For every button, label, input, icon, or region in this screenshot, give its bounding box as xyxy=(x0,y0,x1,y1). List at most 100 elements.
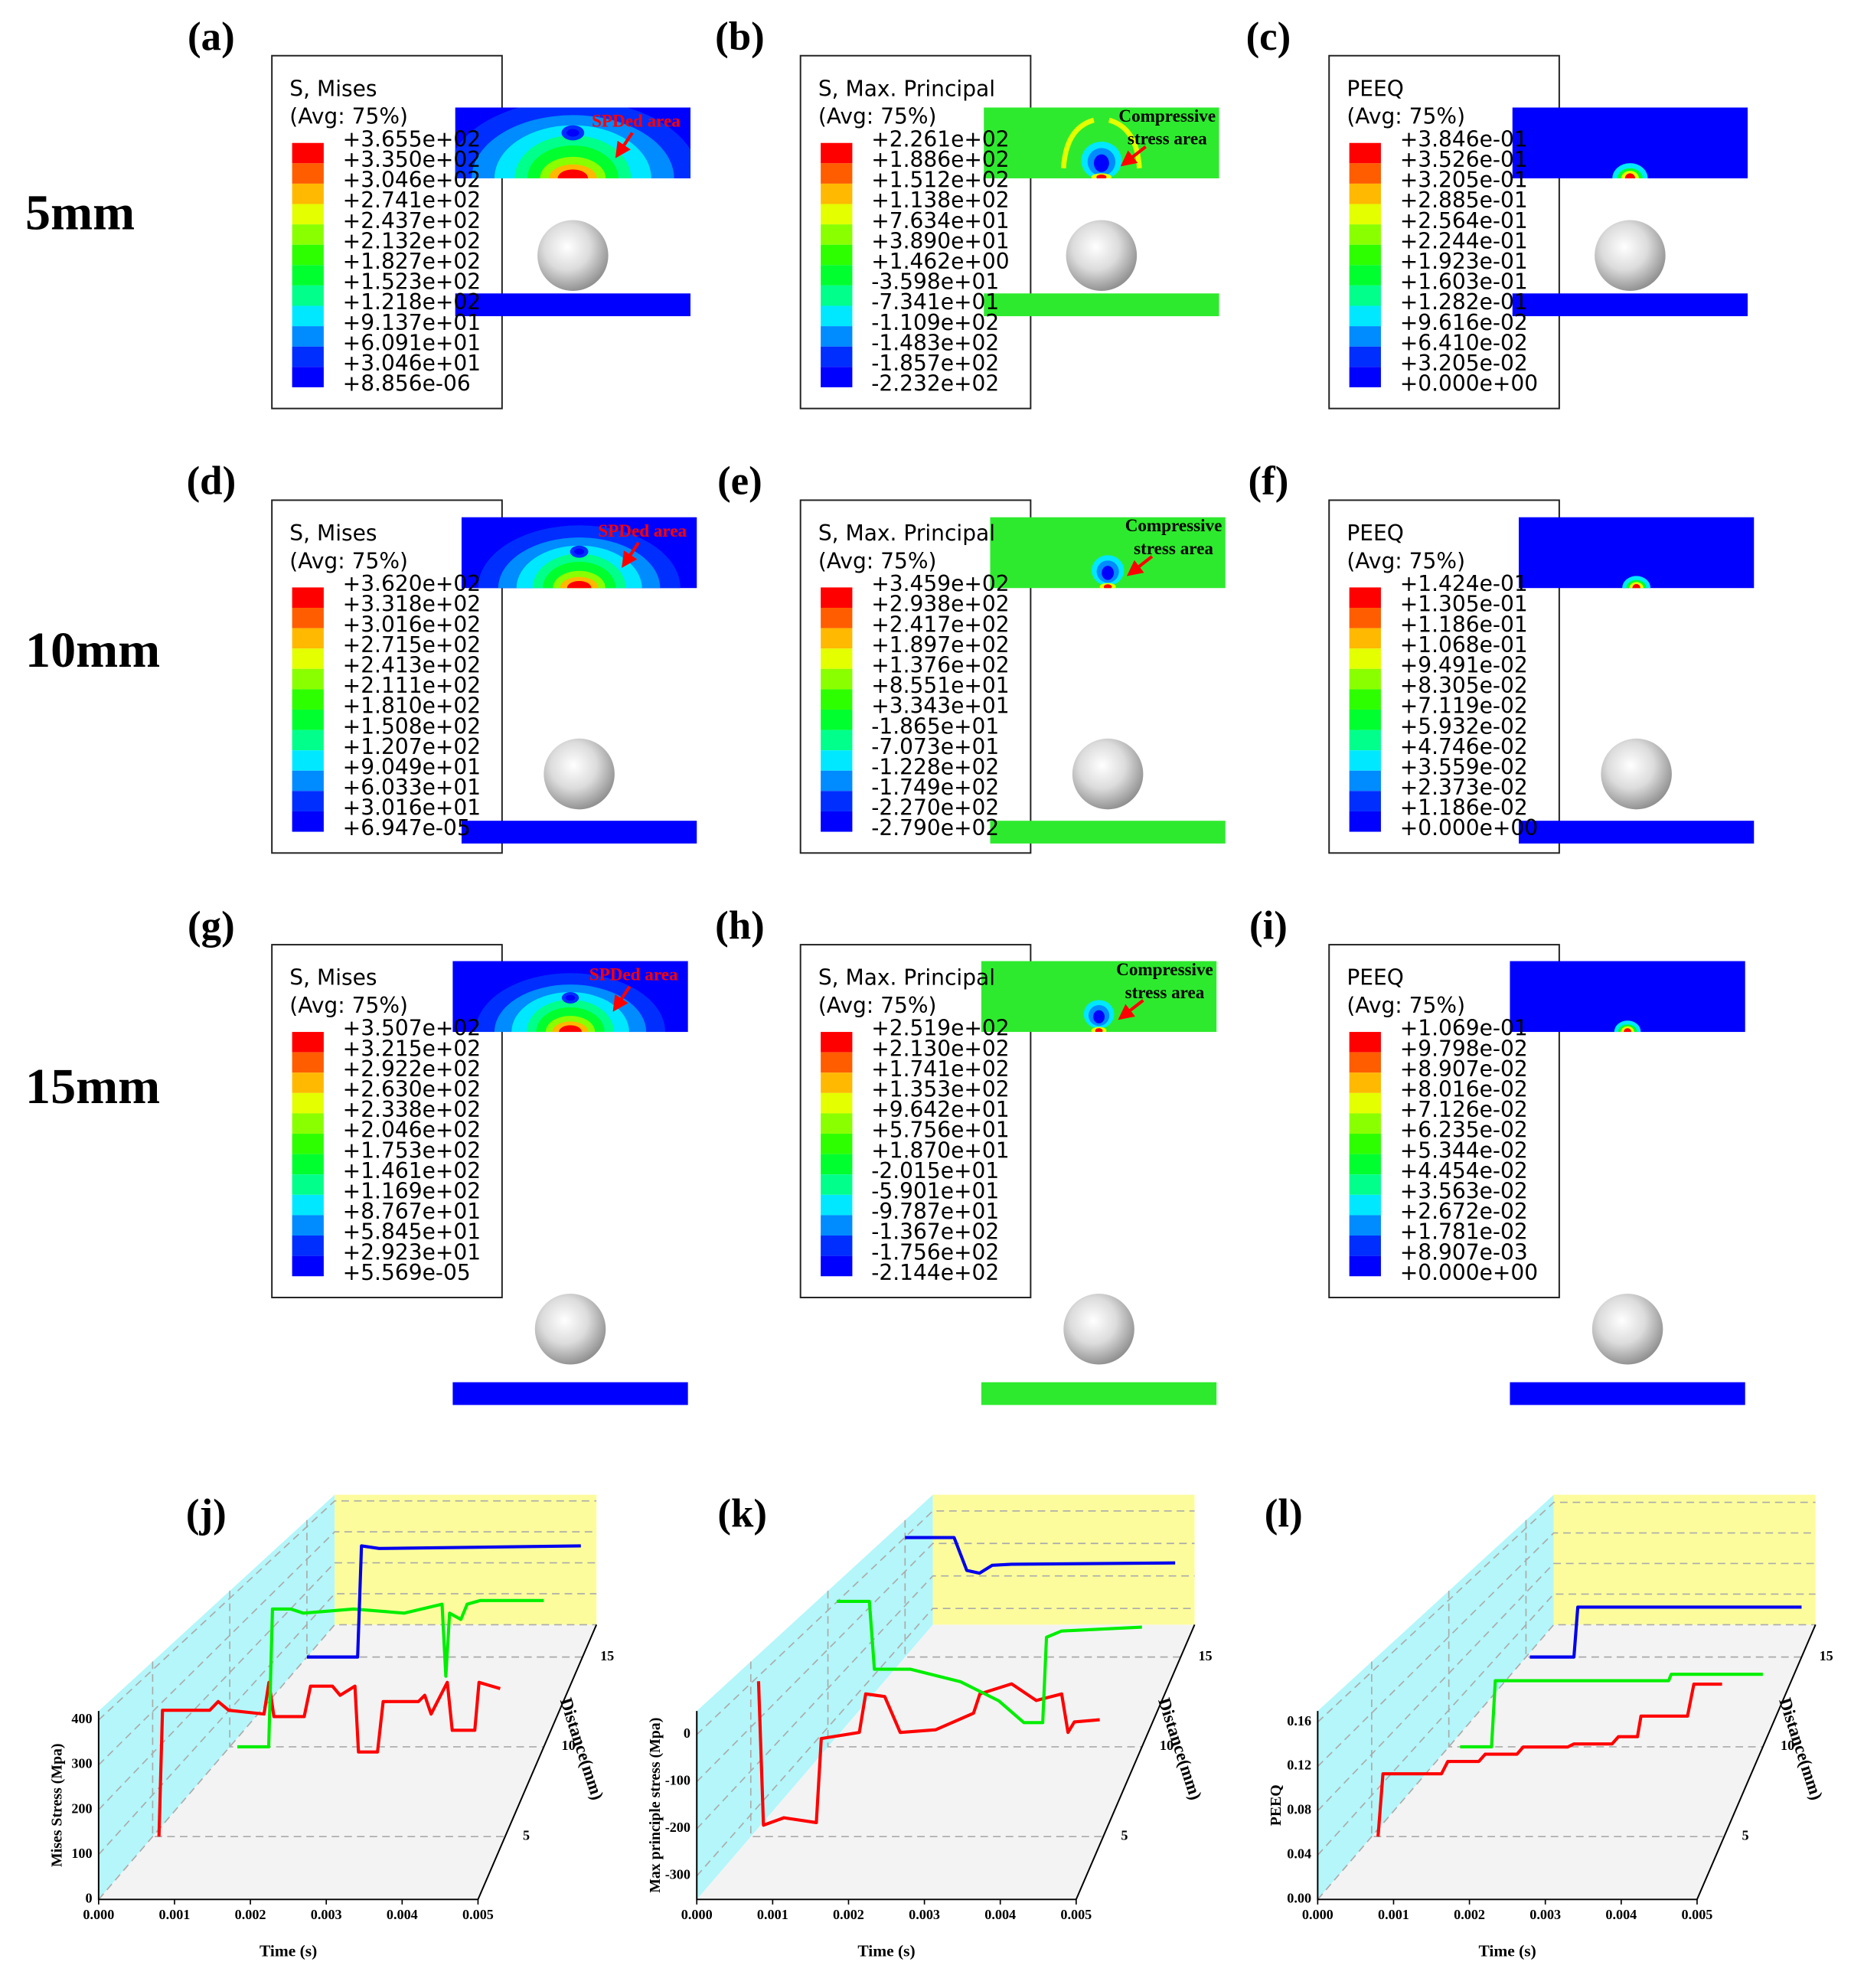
legend-level: +2.373e-02 xyxy=(1400,775,1528,800)
panel: (d) S, Mises(Avg: 75%)+3.620e+02+3.318e+0… xyxy=(187,459,697,854)
x-axis-label: Time (s) xyxy=(260,1942,317,1960)
legend-band xyxy=(1349,648,1381,669)
grid-line xyxy=(1448,1591,1763,1748)
legend-title: (Avg: 75%) xyxy=(818,993,937,1018)
legend-band xyxy=(292,367,324,387)
panel: (g) S, Mises(Avg: 75%)+3.507e+02+3.215e+0… xyxy=(188,903,688,1405)
legend-level: +1.781e-02 xyxy=(1400,1219,1528,1245)
legend-level: +1.138e+02 xyxy=(871,188,1009,213)
line-series xyxy=(756,1681,1100,1827)
legend-level: +1.461e+02 xyxy=(343,1158,481,1183)
panel: (i)PEEQ(Avg: 75%)+1.069e-01+9.798e-02+8.… xyxy=(1249,903,1745,1405)
legend-band xyxy=(292,1052,324,1073)
bottom-plate xyxy=(452,1382,688,1405)
legend-band xyxy=(821,326,853,347)
legend-band xyxy=(292,1236,324,1256)
line-series xyxy=(1529,1605,1802,1659)
legend-band xyxy=(821,1236,853,1256)
ball xyxy=(1063,1294,1134,1365)
y-tick-label: -100 xyxy=(665,1773,690,1788)
grid-line xyxy=(1371,1661,1725,1838)
legend-band xyxy=(1349,607,1381,628)
legend-band xyxy=(821,346,853,367)
legend-band xyxy=(292,1194,324,1216)
contour-band xyxy=(1096,175,1107,178)
grid-line xyxy=(152,1661,505,1838)
x-axis-label: Time (s) xyxy=(857,1942,915,1960)
legend-level: +5.756e+01 xyxy=(871,1118,1009,1143)
line-series xyxy=(1460,1673,1763,1748)
legend-level: +2.417e+02 xyxy=(871,612,1009,637)
legend-level: -3.598e+01 xyxy=(871,269,999,295)
y-tick-label: 0.12 xyxy=(1287,1758,1311,1773)
grid-line xyxy=(1317,1624,1816,1900)
legend-band xyxy=(292,1134,324,1154)
ball xyxy=(1601,738,1672,810)
chart-label: (l) xyxy=(1265,1492,1303,1536)
legend-band xyxy=(292,587,324,608)
legend-level: +1.169e+02 xyxy=(343,1179,481,1204)
legend-band xyxy=(1349,224,1381,245)
floor xyxy=(697,1624,1195,1900)
bottom-plate xyxy=(984,293,1219,317)
annotation-arrow xyxy=(1126,555,1154,576)
legend-band xyxy=(292,265,324,286)
legend-level: -1.109e+02 xyxy=(871,310,999,335)
legend-band xyxy=(821,689,853,710)
legend-band xyxy=(1349,183,1381,204)
panel-label: (h) xyxy=(715,903,765,948)
legend-band xyxy=(821,1134,853,1154)
legend-band xyxy=(821,224,853,245)
y-axis-label: Mises Stress (Mpa) xyxy=(49,1744,66,1867)
chart-label: (j) xyxy=(186,1492,227,1536)
line-series xyxy=(157,1680,501,1837)
grid-line xyxy=(1525,1520,1802,1658)
legend-band xyxy=(821,244,853,266)
legend-level: +2.923e+01 xyxy=(343,1239,481,1265)
legend-level: +1.462e+00 xyxy=(871,249,1009,274)
legend-band xyxy=(1349,1072,1381,1093)
panel-label: (g) xyxy=(188,903,235,948)
bottom-plate xyxy=(455,293,690,317)
legend-band xyxy=(292,1032,324,1053)
annotation-arrow xyxy=(612,985,632,1012)
contour-band xyxy=(566,580,592,589)
legend-band xyxy=(292,1092,324,1114)
back-wall xyxy=(932,1494,1195,1625)
legend-level: +3.215e+02 xyxy=(343,1036,481,1061)
panel-label: (c) xyxy=(1246,15,1291,59)
legend-level: +1.897e+02 xyxy=(871,632,1009,658)
legend-band xyxy=(292,1113,324,1134)
legend-level: +1.810e+02 xyxy=(343,694,481,719)
legend-level: +3.559e-02 xyxy=(1400,754,1528,779)
chart-label: (k) xyxy=(717,1492,767,1536)
y-tick-label: 300 xyxy=(71,1756,92,1771)
chart: (k) -300 -200 -100 0 5 10 15 0.000 0.001 0.002 0.00… xyxy=(647,1492,1213,1960)
legend-level: +2.564e-01 xyxy=(1400,208,1528,233)
legend-level: +1.886e+02 xyxy=(871,147,1009,172)
x-tick-label: 0.002 xyxy=(833,1907,864,1922)
contour xyxy=(1612,163,1648,178)
contour xyxy=(1061,117,1142,178)
back-wall xyxy=(335,1494,597,1625)
legend-level: +2.261e+02 xyxy=(871,126,1009,152)
bottom-plate xyxy=(461,821,697,844)
legend-title: S, Mises xyxy=(289,76,377,101)
x-tick-label: 0.001 xyxy=(757,1907,788,1922)
x-tick-label: 0.003 xyxy=(311,1907,342,1922)
legend-title: S, Max. Principal xyxy=(818,521,995,546)
legend-band xyxy=(1349,265,1381,286)
legend-level: +3.846e-01 xyxy=(1400,126,1528,152)
x-tick-label: 0.001 xyxy=(1378,1907,1409,1922)
contour xyxy=(455,107,690,178)
legend-level: +0.000e+00 xyxy=(1400,371,1538,397)
legend-level: +3.620e+02 xyxy=(343,571,481,596)
legend-level: +2.741e+02 xyxy=(343,188,481,213)
legend-level: +9.616e-02 xyxy=(1400,310,1528,335)
legend-band xyxy=(1349,1215,1381,1236)
grid-line xyxy=(98,1562,597,1810)
legend-band xyxy=(1349,204,1381,225)
back-wall xyxy=(1553,1494,1816,1625)
legend-band xyxy=(821,1154,853,1175)
bottom-plate xyxy=(990,821,1226,844)
